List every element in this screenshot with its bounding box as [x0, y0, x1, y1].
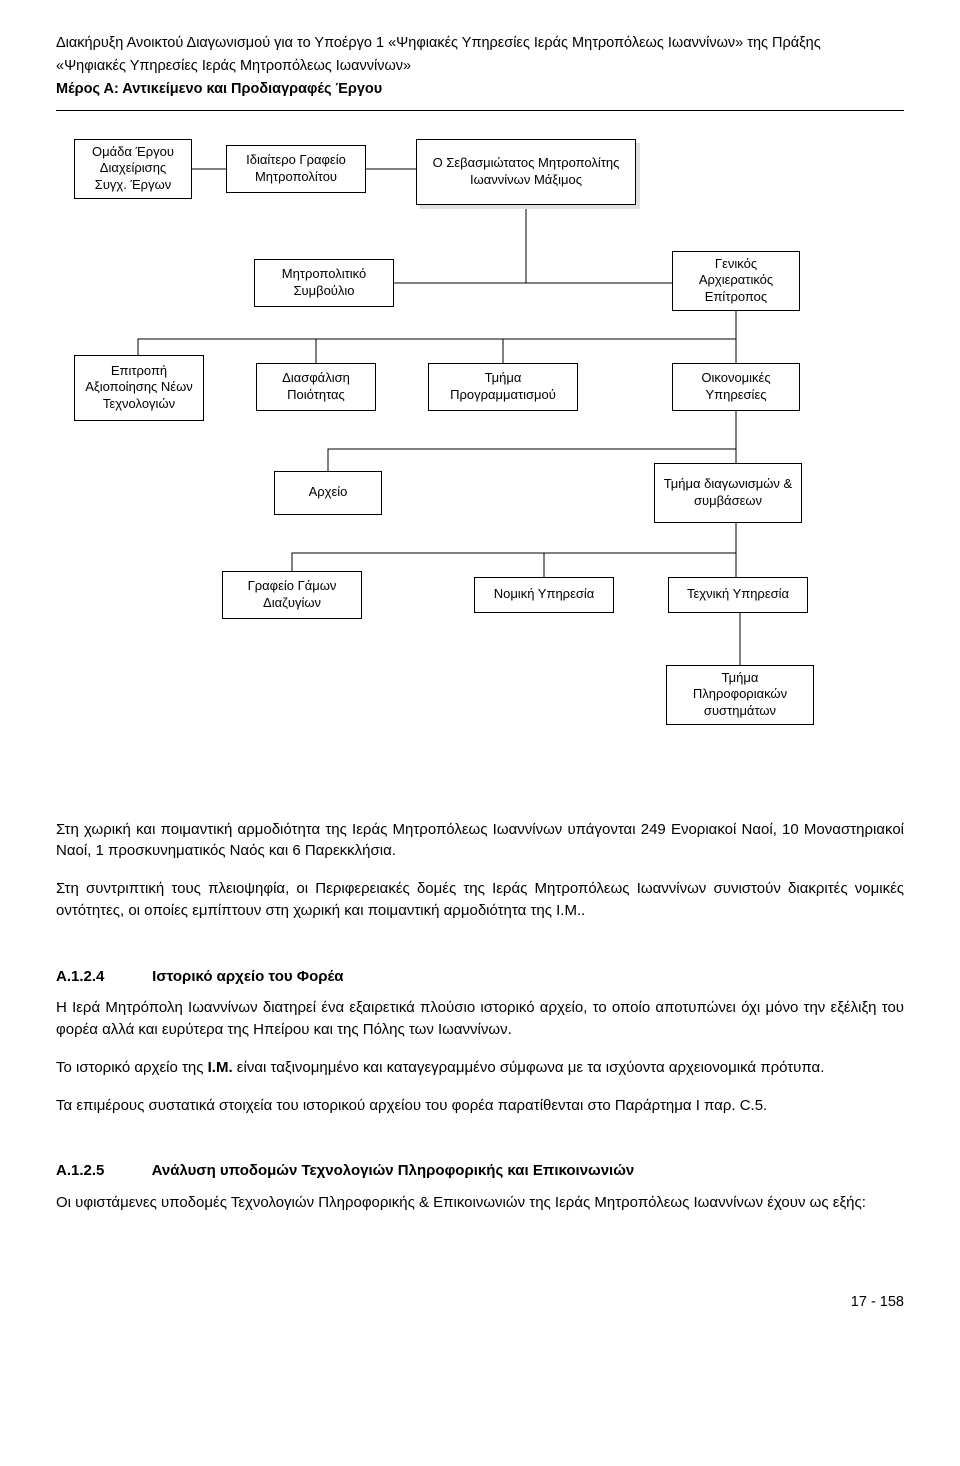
org-node-n6: Επιτροπή Αξιοποίησης Νέων Τεχνολογιών: [74, 355, 204, 421]
org-node-n4: Μητροπολιτικό Συμβούλιο: [254, 259, 394, 307]
org-node-n9: Οικονομικές Υπηρεσίες: [672, 363, 800, 411]
org-node-n2: Ιδιαίτερο Γραφείο Μητροπολίτου: [226, 145, 366, 193]
section-title: Ιστορικό αρχείο του Φορέα: [152, 968, 343, 985]
header-line-2: «Ψηφιακές Υπηρεσίες Ιεράς Μητροπόλεως Ιω…: [56, 55, 904, 78]
org-node-n1: Ομάδα Έργου Διαχείρισης Συγχ. Έργων: [74, 139, 192, 199]
header-line-1: Διακήρυξη Ανοικτού Διαγωνισμού για το Υπ…: [56, 32, 904, 55]
section-heading: Α.1.2.4 Ιστορικό αρχείο του Φορέα: [56, 966, 904, 988]
paragraph: Στη συντριπτική τους πλειοψηφία, οι Περι…: [56, 878, 904, 922]
org-node-n8: Τμήμα Προγραμματισμού: [428, 363, 578, 411]
org-node-n5: Γενικός Αρχιερατικός Επίτροπος: [672, 251, 800, 311]
paragraph: Το ιστορικό αρχείο της Ι.Μ. είναι ταξινο…: [56, 1057, 904, 1079]
section-number: Α.1.2.5: [56, 1160, 148, 1182]
org-node-n11: Τμήμα διαγωνισμών & συμβάσεων: [654, 463, 802, 523]
org-node-n3: Ο Σεβασμιώτατος Μητροπολίτης Ιωαννίνων Μ…: [416, 139, 636, 205]
paragraph: Τα επιμέρους συστατικά στοιχεία του ιστο…: [56, 1095, 904, 1117]
paragraph: Στη χωρική και ποιμαντική αρμοδιότητα τη…: [56, 819, 904, 863]
section-number: Α.1.2.4: [56, 966, 148, 988]
header-rule: [56, 110, 904, 111]
body-text: Στη χωρική και ποιμαντική αρμοδιότητα τη…: [56, 819, 904, 1214]
org-node-n10: Αρχείο: [274, 471, 382, 515]
org-node-n7: Διασφάλιση Ποιότητας: [256, 363, 376, 411]
section-heading: Α.1.2.5 Ανάλυση υποδομών Τεχνολογιών Πλη…: [56, 1160, 904, 1182]
org-node-n12: Γραφείο Γάμων Διαζυγίων: [222, 571, 362, 619]
org-node-n14: Τεχνική Υπηρεσία: [668, 577, 808, 613]
section-title: Ανάλυση υποδομών Τεχνολογιών Πληροφορική…: [152, 1162, 635, 1179]
org-node-n15: Τμήμα Πληροφοριακών συστημάτων: [666, 665, 814, 725]
org-chart: Ομάδα Έργου Διαχείρισης Συγχ. Έργων Ιδιαί…: [56, 139, 904, 759]
org-node-n13: Νομική Υπηρεσία: [474, 577, 614, 613]
header-line-3: Μέρος Α: Αντικείμενο και Προδιαγραφές Έρ…: [56, 78, 904, 101]
paragraph: Οι υφιστάμενες υποδομές Τεχνολογιών Πληρ…: [56, 1192, 904, 1214]
page-header: Διακήρυξη Ανοικτού Διαγωνισμού για το Υπ…: [56, 32, 904, 102]
page-number: 17 - 158: [56, 1294, 904, 1310]
paragraph: Η Ιερά Μητρόπολη Ιωαννίνων διατηρεί ένα …: [56, 997, 904, 1041]
